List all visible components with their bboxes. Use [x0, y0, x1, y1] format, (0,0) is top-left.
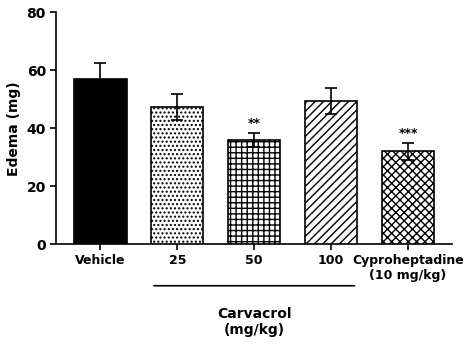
Text: Carvacrol
(mg/kg): Carvacrol (mg/kg) [217, 307, 292, 337]
Bar [382, 152, 434, 244]
Bar [228, 140, 280, 244]
Y-axis label: Edema (mg): Edema (mg) [7, 81, 21, 176]
Text: **: ** [248, 117, 261, 130]
Bar [305, 101, 357, 244]
Bar [151, 106, 203, 244]
Bar [74, 79, 127, 244]
Text: ***: *** [398, 127, 418, 140]
